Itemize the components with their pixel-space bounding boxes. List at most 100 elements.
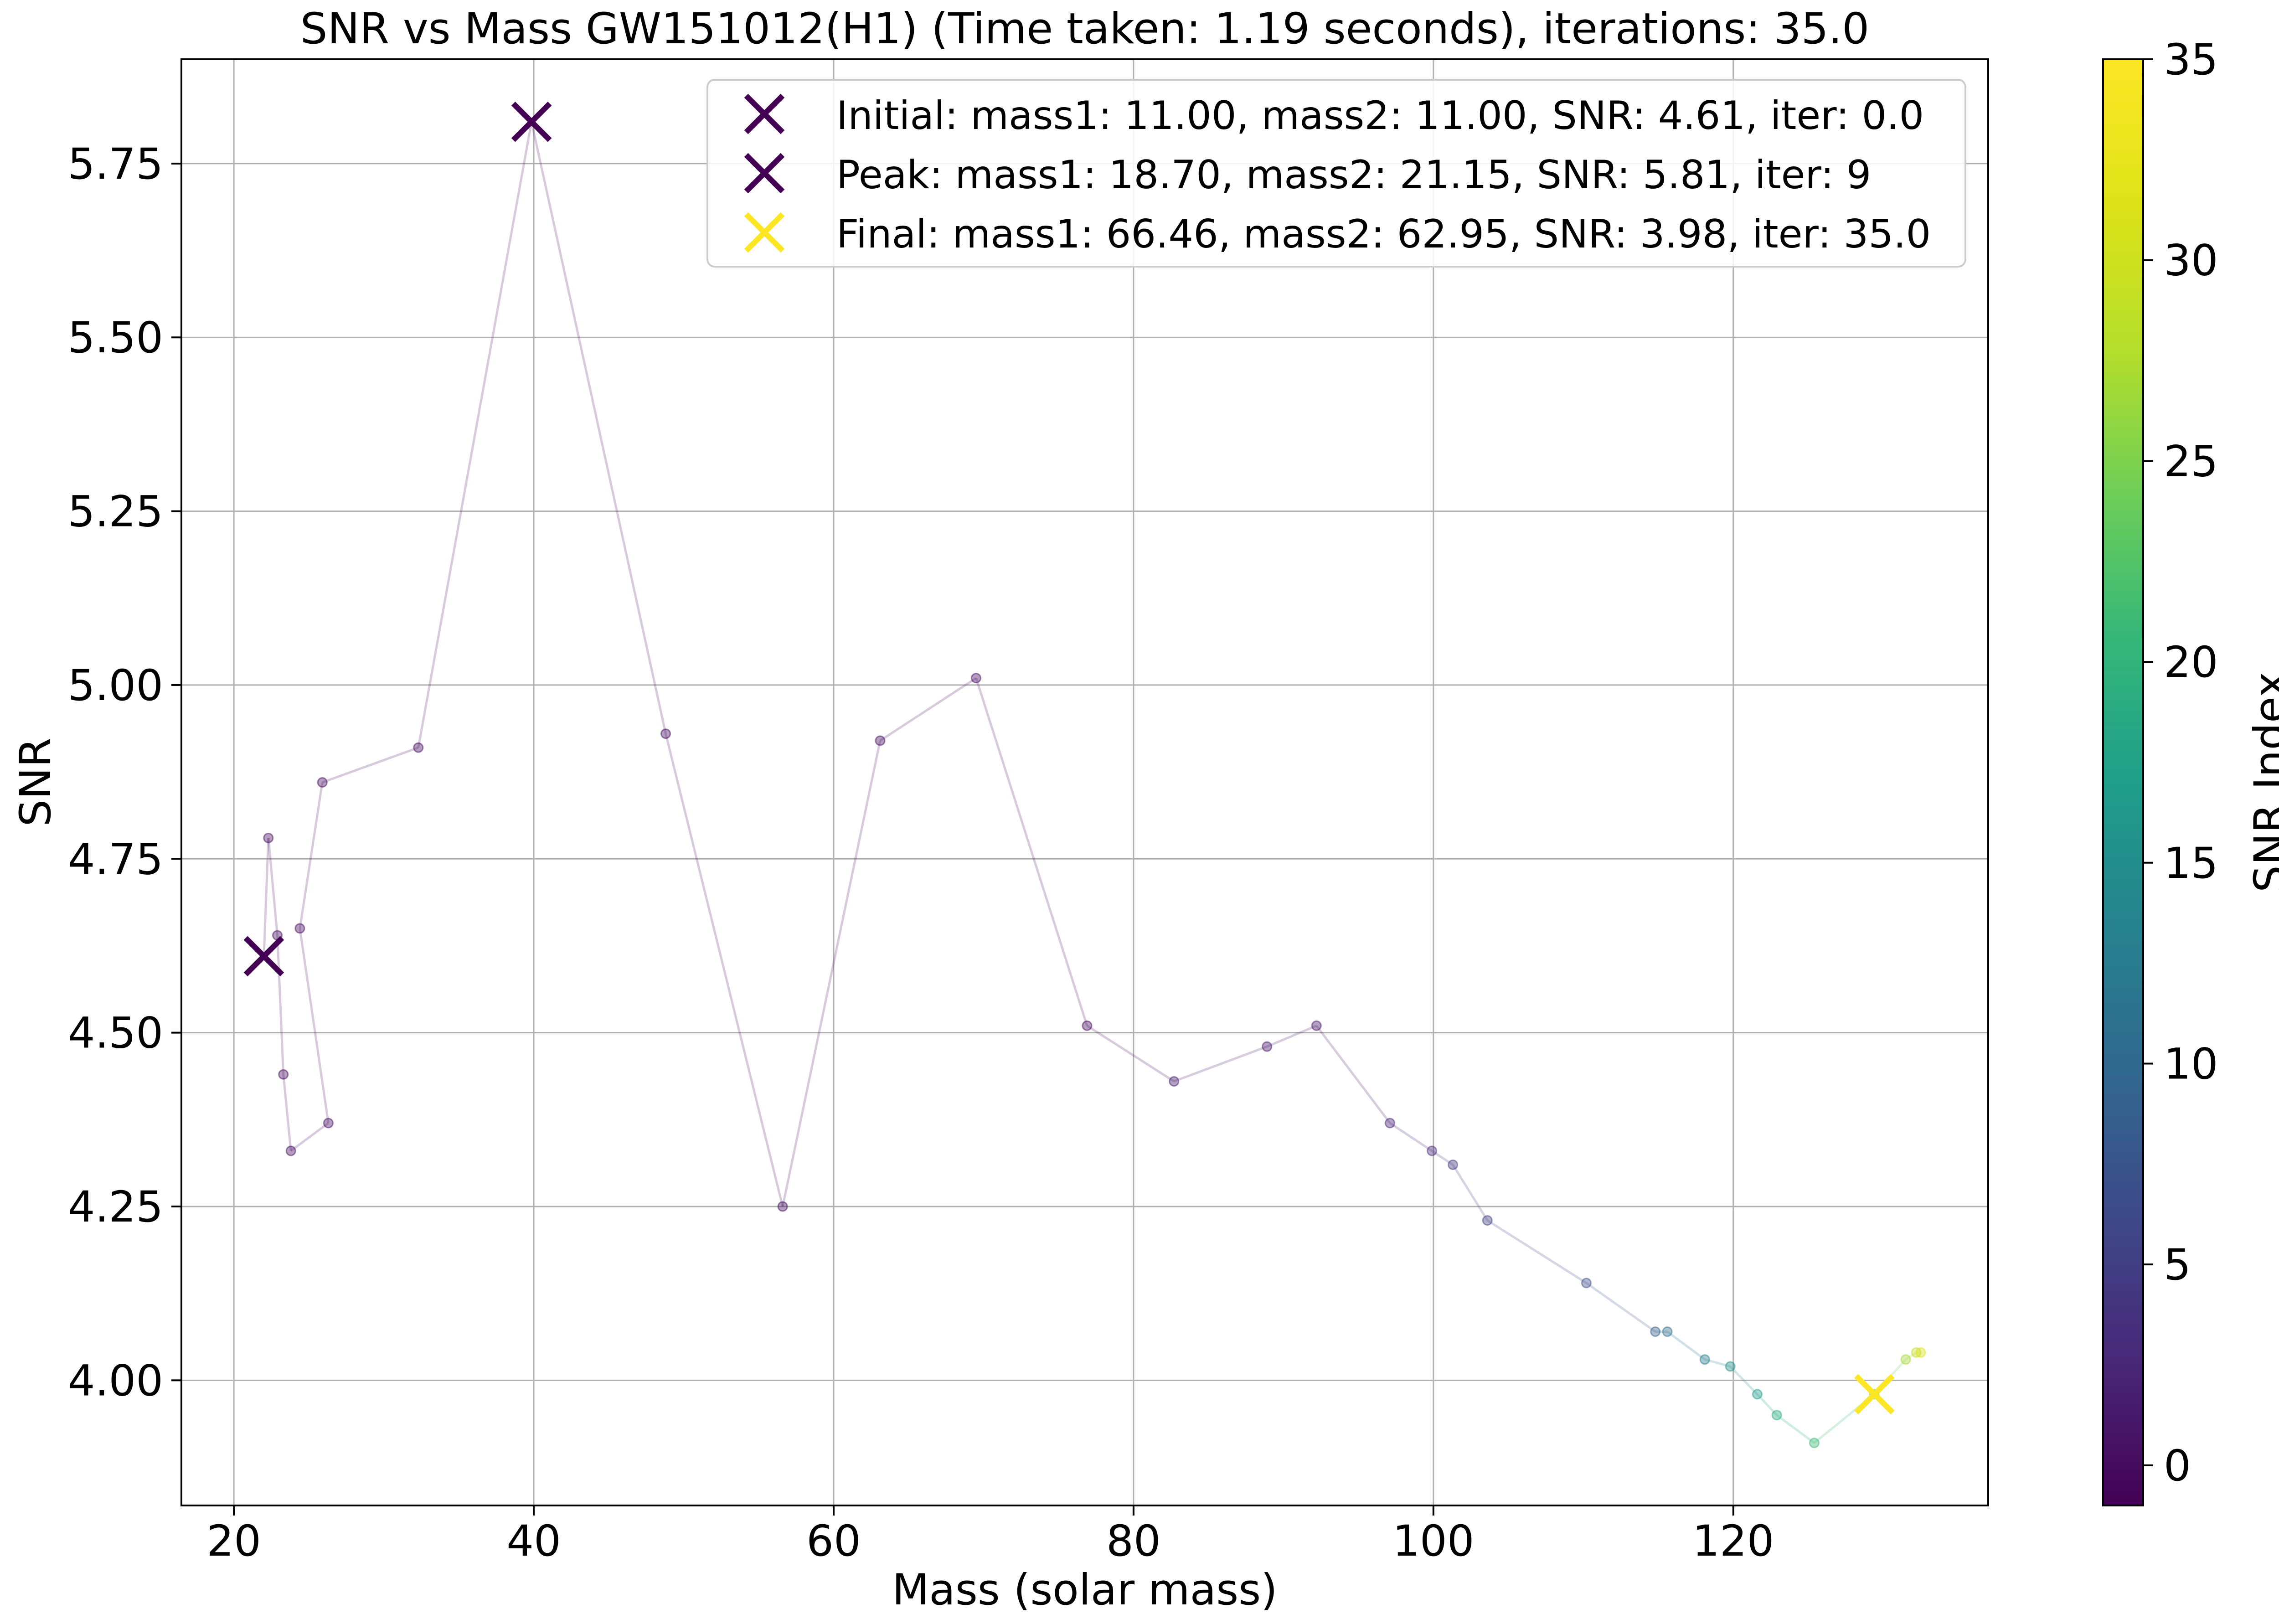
colorbar-tick-label: 10 [2164, 1039, 2218, 1089]
data-point [1262, 1041, 1273, 1052]
data-point [1699, 1354, 1710, 1365]
trajectory-segment [1173, 1045, 1268, 1083]
trajectory-line [263, 121, 1921, 1444]
trajectory-segment [1729, 1366, 1758, 1395]
data-point [777, 1201, 788, 1212]
trajectory-segment [1585, 1282, 1656, 1333]
plot-frame [180, 58, 1989, 1506]
x-tick-label: 100 [1392, 1516, 1474, 1566]
trajectory-segment [1086, 1025, 1175, 1083]
data-point [660, 728, 671, 739]
x-axis-label: Mass (solar mass) [892, 1565, 1278, 1615]
legend-marker [744, 153, 785, 194]
x-tick-label: 120 [1692, 1516, 1774, 1566]
data-point [413, 742, 424, 753]
colorbar-tick-label: 30 [2164, 236, 2218, 286]
x-tick-label: 80 [1106, 1516, 1161, 1566]
data-point [1311, 1020, 1322, 1031]
data-point [1448, 1160, 1459, 1170]
legend-box [706, 79, 1966, 268]
y-tick-label: 5.25 [68, 487, 163, 537]
legend-marker-stroke [744, 93, 785, 134]
legend-marker [744, 212, 785, 253]
data-point [1082, 1020, 1093, 1031]
colorbar-ticks: 0 5 10 15 20 25 30 35 [2143, 35, 2218, 1491]
y-axis-ticks: 4.00 4.25 4.50 4.75 5.00 5.25 5.50 5.75 [68, 139, 181, 1406]
trajectory-segment [975, 677, 1088, 1026]
data-point [294, 923, 305, 934]
data-point [1725, 1361, 1736, 1372]
data-point [1809, 1438, 1820, 1449]
data-point [1752, 1389, 1763, 1400]
initial-marker-stroke [243, 936, 284, 977]
data-points [263, 673, 1926, 1449]
trajectory-segment [1266, 1025, 1317, 1048]
x-tick-label: 20 [206, 1516, 261, 1566]
y-tick-label: 4.00 [68, 1356, 163, 1406]
data-point [1581, 1278, 1592, 1289]
final-marker [1854, 1374, 1895, 1415]
trajectory-segment [1776, 1414, 1815, 1444]
y-tick-label: 4.50 [68, 1009, 163, 1058]
chart-title: SNR vs Mass GW151012(H1) (Time taken: 1.… [300, 4, 1869, 54]
trajectory-segment [267, 838, 279, 936]
trajectory-segment [299, 928, 330, 1124]
legend-label: Peak: mass1: 18.70, mass2: 21.15, SNR: 5… [836, 152, 1871, 198]
legend: Initial: mass1: 11.00, mass2: 11.00, SNR… [706, 79, 1966, 268]
colorbar: 0 5 10 15 20 25 30 35 SNR Index [2102, 35, 2279, 1506]
colorbar-tick-label: 15 [2164, 839, 2218, 888]
colorbar-tick-label: 25 [2164, 437, 2218, 486]
final-marker-stroke [1854, 1374, 1895, 1415]
data-point [317, 777, 328, 788]
y-tick-label: 4.75 [68, 835, 163, 884]
trajectory-segment [665, 733, 784, 1207]
y-tick-label: 4.25 [68, 1182, 163, 1232]
trajectory-segment [530, 121, 667, 734]
trajectory-segment [1389, 1122, 1433, 1152]
data-point [1169, 1076, 1180, 1087]
trajectory-segment [1315, 1025, 1391, 1124]
x-tick-label: 60 [806, 1516, 861, 1566]
data-point [1482, 1215, 1493, 1226]
colorbar-label: SNR Index [2245, 672, 2279, 892]
data-point [1384, 1118, 1395, 1129]
data-point [1662, 1326, 1673, 1337]
legend-marker [744, 93, 785, 134]
trajectory-segment [299, 782, 324, 929]
legend-label: Initial: mass1: 11.00, mass2: 11.00, SNR… [836, 93, 1924, 139]
trajectory-segment [263, 838, 270, 956]
data-point [1650, 1326, 1661, 1337]
colorbar-tick-label: 0 [2164, 1441, 2191, 1491]
colorbar-tick-label: 5 [2164, 1240, 2191, 1290]
trajectory-segment [282, 1074, 292, 1151]
data-point [875, 735, 886, 746]
grid [181, 59, 1988, 1505]
colorbar-tick-label: 35 [2164, 35, 2218, 85]
peak-marker [511, 102, 552, 142]
trajectory-segment [879, 677, 977, 742]
data-point [1900, 1354, 1911, 1365]
data-point [263, 833, 274, 844]
trajectory-segment [322, 746, 419, 784]
trajectory-segment [1486, 1219, 1587, 1284]
data-point [1427, 1145, 1438, 1156]
data-point [971, 673, 982, 684]
highlight-markers [243, 102, 1895, 1415]
legend-marker-stroke [744, 153, 785, 194]
peak-marker-stroke [511, 102, 552, 142]
data-point [285, 1145, 296, 1156]
y-tick-label: 5.50 [68, 313, 163, 363]
data-point [323, 1118, 334, 1129]
trajectory-segment [781, 740, 882, 1207]
data-point [278, 1069, 289, 1080]
x-tick-label: 40 [506, 1516, 561, 1566]
trajectory-segment [1452, 1164, 1489, 1221]
y-tick-label: 5.75 [68, 139, 163, 189]
colorbar-gradient [2102, 58, 2144, 1506]
y-tick-label: 5.00 [68, 661, 163, 711]
trajectory-segment [1666, 1330, 1706, 1361]
initial-marker [243, 936, 284, 977]
trajectory-segment [276, 935, 285, 1075]
colorbar-tick-label: 20 [2164, 638, 2218, 687]
